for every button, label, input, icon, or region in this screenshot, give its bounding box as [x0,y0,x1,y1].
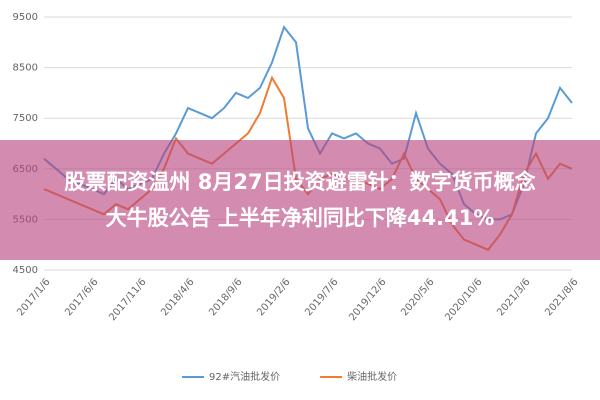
x-tick-label: 2021/3/6 [495,277,532,318]
x-tick-label: 2017/1/6 [15,277,52,318]
x-tick-label: 2018/9/6 [207,277,244,318]
headline-banner: 股票配资温州 8月27日投资避雷针：数字货币概念 大牛股公告 上半年净利同比下降… [0,140,600,260]
x-tick-label: 2020/10/6 [443,277,484,323]
x-tick-label: 2019/12/6 [347,277,388,323]
x-tick-label: 2019/2/6 [255,277,292,318]
y-tick-label: 7500 [13,113,38,124]
legend-label: 柴油批发价 [347,370,397,383]
x-tick-label: 2017/6/6 [63,277,100,318]
y-tick-label: 4500 [13,265,38,276]
headline: 大牛股公告 上半年净利同比下降44.41% [105,206,495,230]
x-tick-label: 2017/11/6 [107,277,148,323]
x-tick-label: 2018/4/6 [159,277,196,318]
y-tick-label: 9500 [13,12,38,23]
x-tick-label: 2021/8/6 [543,277,580,318]
y-tick-label: 8500 [13,63,38,74]
x-tick-label: 2020/5/6 [399,277,436,318]
headline: 股票配资温州 8月27日投资避雷针：数字货币概念 [64,170,536,194]
x-tick-label: 2019/7/6 [303,277,340,318]
legend-label: 92#汽油批发价 [209,370,280,383]
